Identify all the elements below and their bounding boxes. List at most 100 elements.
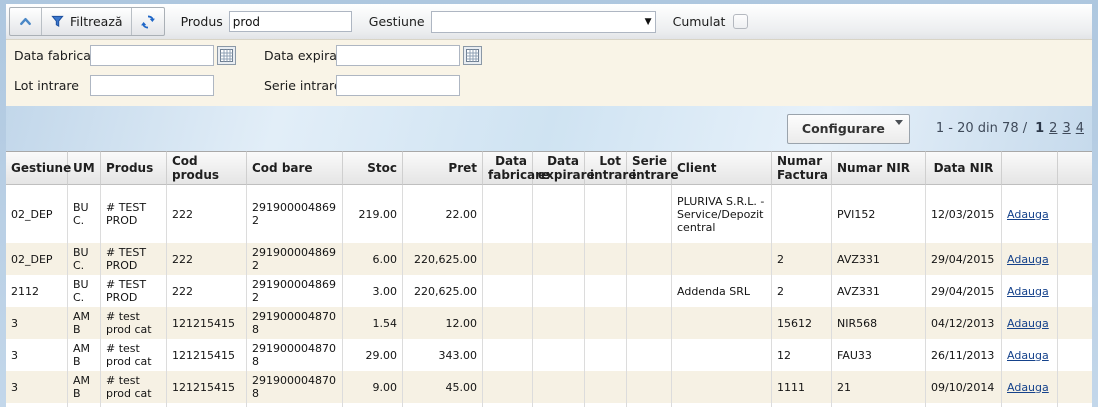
cell-serie-intrare bbox=[627, 275, 672, 307]
cell-cod-produs: 121215415 bbox=[167, 339, 247, 371]
col-header-serie-intrare[interactable]: Serie intrare bbox=[627, 151, 678, 185]
pagination-page-link[interactable]: 2 bbox=[1049, 121, 1058, 136]
chevron-up-icon bbox=[18, 14, 33, 29]
cell-numar-nir: PVI152 bbox=[832, 185, 926, 243]
cell-data-expirare bbox=[533, 339, 585, 371]
col-header-lot-intrare[interactable]: Lot intrare bbox=[585, 151, 636, 185]
refresh-button[interactable] bbox=[132, 8, 164, 35]
data-expirare-input[interactable] bbox=[336, 45, 460, 66]
cell-actions: Adauga bbox=[1002, 307, 1058, 339]
cell-pret: 12.00 bbox=[403, 307, 483, 339]
adauga-link[interactable]: Adauga bbox=[1007, 380, 1049, 394]
cell-data-nir: 26/11/2013 bbox=[926, 339, 1002, 371]
cell-um: BUC. bbox=[68, 243, 101, 275]
lot-intrare-label: Lot intrare bbox=[14, 78, 79, 93]
col-header-numar-factura[interactable]: Numar Factura bbox=[772, 151, 832, 185]
cell-actions: Adauga bbox=[1002, 185, 1058, 243]
data-fabricare-input[interactable] bbox=[90, 45, 214, 66]
adauga-link[interactable]: Adauga bbox=[1007, 284, 1049, 298]
cell-cod-produs: 222 bbox=[167, 243, 247, 275]
adauga-link[interactable]: Adauga bbox=[1007, 348, 1049, 362]
col-header-cod-produs[interactable]: Cod produs bbox=[167, 151, 247, 185]
cell-cod-bare: 2919000048708 bbox=[247, 371, 343, 403]
cell-data-expirare bbox=[533, 243, 585, 275]
filter-panel: Filtrează Produs Gestiune ▼ C bbox=[6, 4, 1092, 106]
cell-numar-factura: 1111 bbox=[772, 371, 832, 403]
cell-client: PLURIVA S.R.L. - Service/Depozit central bbox=[672, 185, 772, 243]
cell-stoc: 6.00 bbox=[343, 243, 403, 275]
cell-pret: 343.00 bbox=[403, 339, 483, 371]
cell-spacer bbox=[1058, 243, 1092, 275]
table-row: 3 AMB # test prod cat 121215415 29190000… bbox=[6, 339, 1092, 371]
cell-cod-bare: 2919000048708 bbox=[247, 307, 343, 339]
adauga-link[interactable]: Adauga bbox=[1007, 316, 1049, 330]
cell-actions: Adauga bbox=[1002, 339, 1058, 371]
gestiune-select[interactable]: ▼ bbox=[430, 10, 656, 33]
col-header-produs[interactable]: Produs bbox=[101, 151, 167, 185]
data-fabricare-label: Data fabricare bbox=[14, 48, 104, 63]
cell-pret: 220,625.00 bbox=[403, 275, 483, 307]
lot-intrare-input[interactable] bbox=[90, 75, 214, 96]
cell-cod-produs: 121215415 bbox=[167, 371, 247, 403]
adauga-link[interactable]: Adauga bbox=[1007, 207, 1049, 221]
col-header-numar-nir[interactable]: Numar NIR bbox=[832, 151, 926, 185]
filter-button[interactable]: Filtrează bbox=[42, 8, 132, 35]
filter-row-lot-serie: Lot intrare Serie intrare bbox=[6, 70, 1092, 106]
col-header-client[interactable]: Client bbox=[672, 151, 772, 185]
cell-cod-bare: 2919000048692 bbox=[247, 275, 343, 307]
collapse-panel-button[interactable] bbox=[10, 8, 42, 35]
data-fabricare-calendar-button[interactable] bbox=[217, 46, 236, 65]
cell-um: AMB bbox=[68, 339, 101, 371]
cell-data-nir: 29/04/2015 bbox=[926, 243, 1002, 275]
cell-stoc: 9.00 bbox=[343, 371, 403, 403]
data-expirare-calendar-button[interactable] bbox=[463, 46, 482, 65]
table-row: 02_DEP BUC. # TEST PROD 222 291900004869… bbox=[6, 243, 1092, 275]
cell-produs: # test prod cat bbox=[101, 307, 167, 339]
cell-client bbox=[672, 243, 772, 275]
cell-gestiune: 3 bbox=[6, 307, 68, 339]
cell-data-fabricare bbox=[483, 185, 533, 243]
table-row: 2112 BUC. # TEST PROD 222 2919000048692 … bbox=[6, 275, 1092, 307]
cell-lot-intrare bbox=[585, 275, 627, 307]
adauga-link[interactable]: Adauga bbox=[1007, 252, 1049, 266]
col-header-data-nir[interactable]: Data NIR bbox=[926, 151, 1002, 185]
funnel-icon bbox=[50, 14, 65, 29]
col-header-pret[interactable]: Pret bbox=[403, 151, 483, 185]
col-header-gestiune[interactable]: Gestiune bbox=[6, 151, 71, 185]
configurare-button-label: Configurare bbox=[801, 121, 885, 136]
col-header-actions bbox=[1002, 151, 1058, 185]
cell-data-expirare bbox=[533, 371, 585, 403]
cell-gestiune: 2112 bbox=[6, 275, 68, 307]
col-header-cod-bare[interactable]: Cod bare bbox=[247, 151, 343, 185]
cell-numar-factura bbox=[772, 185, 832, 243]
chevron-down-icon: ▼ bbox=[644, 16, 652, 27]
serie-intrare-input[interactable] bbox=[336, 75, 460, 96]
produs-input[interactable] bbox=[228, 11, 352, 32]
col-header-um[interactable]: UM bbox=[68, 151, 101, 185]
cell-numar-factura: 2 bbox=[772, 275, 832, 307]
cell-produs: # test prod cat bbox=[101, 339, 167, 371]
serie-intrare-label: Serie intrare bbox=[264, 78, 342, 93]
cell-um: AMB bbox=[68, 307, 101, 339]
cell-produs: # TEST PROD bbox=[101, 275, 167, 307]
col-header-data-fabricare[interactable]: Data fabricare bbox=[483, 151, 549, 185]
cell-gestiune: 3 bbox=[6, 371, 68, 403]
cell-cod-produs: 222 bbox=[167, 275, 247, 307]
cell-numar-factura: 15612 bbox=[772, 307, 832, 339]
cell-actions: Adauga bbox=[1002, 243, 1058, 275]
cell-data-nir: 04/12/2013 bbox=[926, 307, 1002, 339]
table-row bbox=[6, 403, 1092, 407]
col-header-stoc[interactable]: Stoc bbox=[343, 151, 403, 185]
cell-serie-intrare bbox=[627, 185, 672, 243]
cell-data-expirare bbox=[533, 185, 585, 243]
cell-serie-intrare bbox=[627, 307, 672, 339]
cumulat-checkbox[interactable] bbox=[733, 14, 749, 29]
cell-data-nir: 09/10/2014 bbox=[926, 371, 1002, 403]
pagination-page-link[interactable]: 3 bbox=[1062, 121, 1071, 136]
cell-numar-nir: 21 bbox=[832, 371, 926, 403]
col-header-data-expirare[interactable]: Data expirare bbox=[533, 151, 595, 185]
table-row: 02_DEP BUC. # TEST PROD 222 291900004869… bbox=[6, 185, 1092, 243]
pagination-page-link[interactable]: 4 bbox=[1075, 121, 1084, 136]
configurare-button[interactable]: Configurare bbox=[786, 113, 910, 144]
caret-down-icon bbox=[894, 119, 903, 125]
